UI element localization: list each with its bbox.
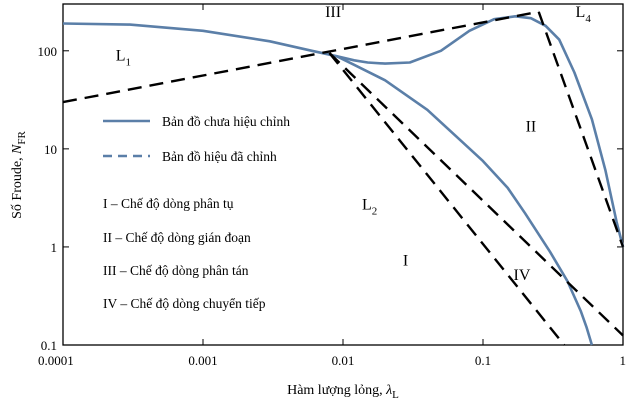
region-label: L2 [362, 197, 377, 218]
uncorrected-map-curve-1 [62, 15, 625, 248]
region-label: L1 [116, 47, 131, 68]
annotation-layer: L1 III L4 II L2 I IV [116, 4, 592, 284]
region-label: II [526, 119, 537, 136]
y-axis-title: Số Froude, NFR [10, 130, 28, 218]
region-label: III [325, 4, 341, 21]
regime-note-1: I – Chế độ dòng phân tụ [103, 196, 234, 211]
legend-label-corrected: Bản đồ hiệu đã chỉnh [162, 149, 277, 164]
series-layer [62, 10, 625, 346]
legend-label-uncorrected: Bản đồ chưa hiệu chỉnh [162, 114, 290, 129]
x-tick-label: 0.0001 [38, 353, 74, 368]
corrected-map-line-4 [537, 11, 625, 248]
uncorrected-map-curve-2 [336, 55, 594, 346]
region-label: IV [514, 267, 531, 284]
y-tick-label: 1 [51, 240, 58, 255]
y-tick-label: 0.1 [41, 338, 57, 353]
regime-note-2: II – Chế độ dòng gián đoạn [103, 230, 251, 245]
corrected-map-line-3 [328, 52, 624, 337]
plot-frame [62, 3, 624, 346]
y-tick-label: 100 [38, 44, 58, 59]
corrected-map-line-1 [62, 10, 539, 104]
region-label: L4 [576, 4, 592, 25]
x-axis-title: Hàm lượng lỏng, λL [287, 383, 399, 401]
corrected-map-line-2 [328, 52, 566, 346]
axis-ticks [62, 4, 624, 346]
x-tick-label: 0.1 [475, 353, 491, 368]
region-label: I [403, 252, 408, 269]
legend: Bản đồ chưa hiệu chỉnh Bản đồ hiệu đã ch… [103, 114, 290, 311]
regime-note-4: IV – Chế độ dòng chuyển tiếp [103, 296, 266, 311]
tick-labels: 0.0001 0.001 0.01 0.1 1 0.1 1 10 100 [38, 44, 627, 368]
y-tick-label: 10 [44, 142, 57, 157]
x-tick-label: 1 [620, 353, 627, 368]
x-tick-label: 0.001 [188, 353, 217, 368]
regime-note-3: III – Chế độ dòng phân tán [103, 263, 249, 278]
x-tick-label: 0.01 [332, 353, 355, 368]
